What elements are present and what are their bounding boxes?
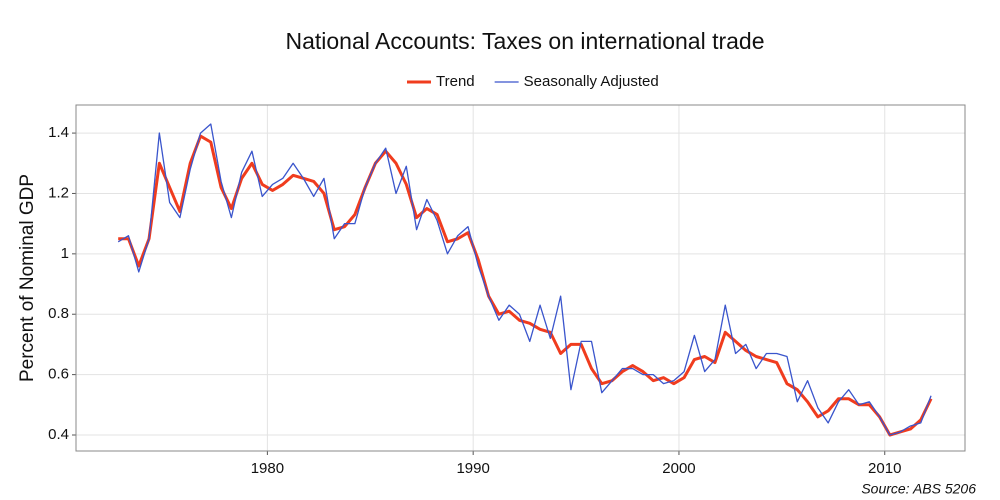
plot-frame xyxy=(75,104,966,452)
series-line xyxy=(117,123,932,436)
chart-title: National Accounts: Taxes on internationa… xyxy=(285,28,764,54)
x-tick-label: 2000 xyxy=(662,460,695,477)
x-tick-label: 1980 xyxy=(251,460,284,477)
y-tick-label: 1.2 xyxy=(48,184,69,201)
y-axis-label: Percent of Nominal GDP xyxy=(17,174,38,382)
legend-label: Seasonally Adjusted xyxy=(524,73,659,90)
y-tick-label: 1.4 xyxy=(48,124,69,141)
y-tick-label: 0.6 xyxy=(48,366,69,383)
legend-label: Trend xyxy=(436,73,475,90)
y-tick-label: 0.8 xyxy=(48,305,69,322)
y-tick-label: 0.4 xyxy=(48,426,69,443)
y-tick-label: 1 xyxy=(61,245,69,262)
series-line xyxy=(118,134,933,437)
source-note: Source: ABS 5206 xyxy=(861,481,976,497)
x-tick-label: 1990 xyxy=(456,460,489,477)
x-tick-label: 2010 xyxy=(868,460,901,477)
plot-background xyxy=(76,105,965,451)
